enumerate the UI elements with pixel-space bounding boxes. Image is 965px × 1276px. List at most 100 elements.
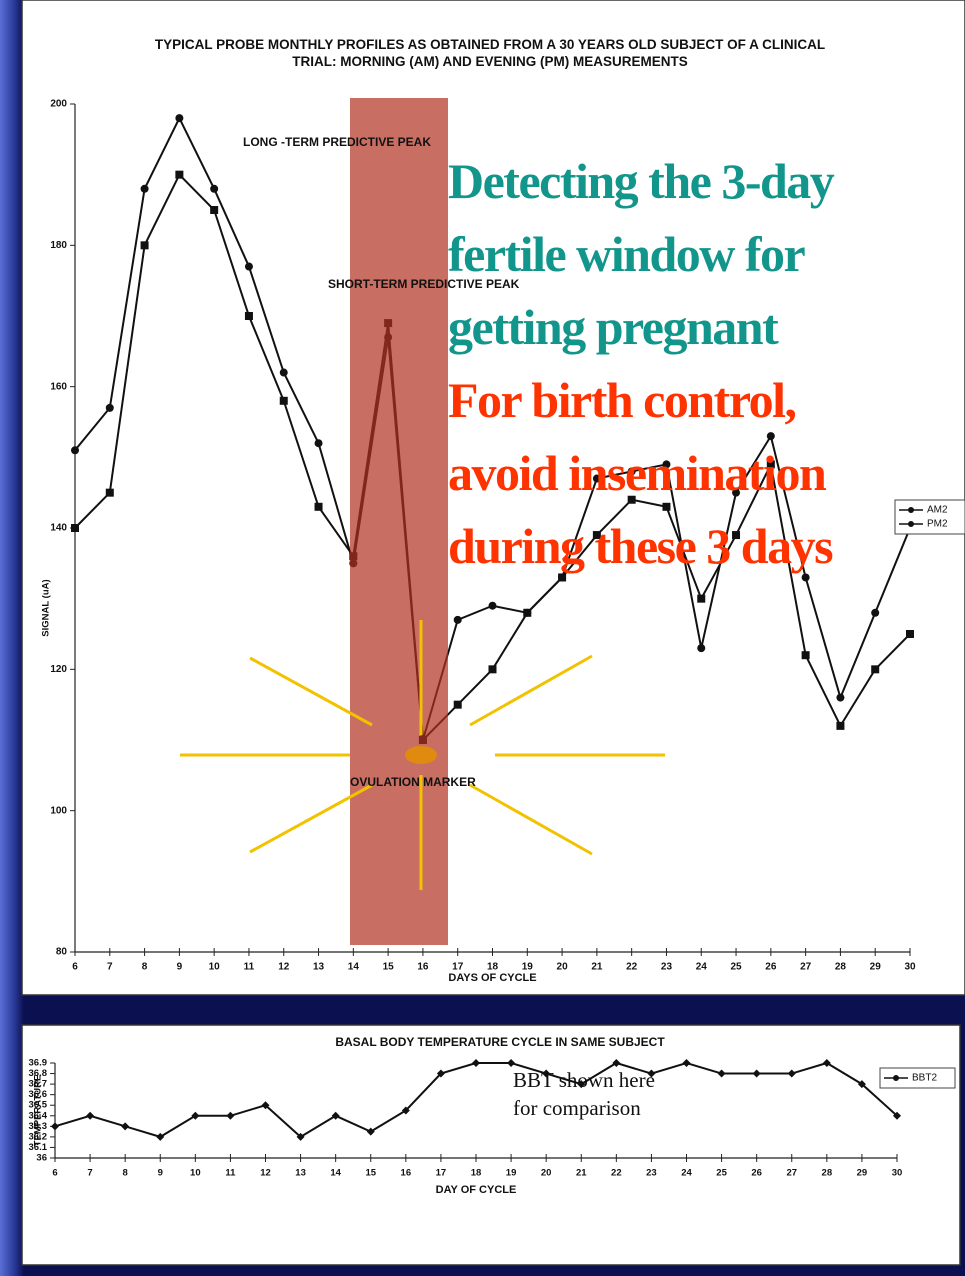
marker (766, 460, 775, 469)
callout-line: For birth control, (448, 372, 797, 428)
x-tick-label: 15 (383, 962, 395, 973)
marker (697, 594, 706, 603)
y-tick-label: 160 (50, 381, 67, 392)
legend-marker (908, 521, 914, 527)
marker (175, 114, 184, 123)
marker (105, 488, 114, 497)
callout-line: during these 3 days (448, 518, 834, 574)
y-tick-label: 36.3 (29, 1121, 48, 1132)
y-tick-label: 200 (50, 99, 67, 110)
marker (662, 460, 671, 469)
marker (105, 403, 114, 412)
x-tick-label: 12 (278, 962, 290, 973)
x-tick-label: 20 (557, 962, 569, 973)
x-tick-label: 7 (87, 1168, 92, 1179)
annotation: SHORT-TERM PREDICTIVE PEAK (328, 277, 520, 291)
x-tick-label: 16 (417, 962, 429, 973)
y-tick-label: 36 (36, 1153, 47, 1164)
marker (453, 615, 462, 624)
chart-title: BASAL BODY TEMPERATURE CYCLE IN SAME SUB… (335, 1035, 665, 1049)
ray (469, 654, 593, 727)
marker (86, 1111, 95, 1120)
marker (314, 439, 323, 448)
legend-label: PM2 (927, 519, 948, 530)
marker (244, 262, 253, 271)
marker (331, 1111, 340, 1120)
ovulation-burst (180, 620, 665, 890)
marker (51, 1122, 59, 1131)
x-tick-label: 13 (295, 1168, 306, 1179)
marker (906, 630, 914, 638)
marker (261, 1101, 270, 1110)
callout-line: getting pregnant (448, 299, 779, 355)
x-tick-label: 28 (822, 1168, 833, 1179)
y-tick-label: 120 (50, 664, 67, 675)
marker (732, 488, 741, 497)
x-tick-label: 25 (730, 962, 742, 973)
top-panel (21, 0, 965, 996)
x-tick-label: 17 (452, 962, 464, 973)
y-tick-label: 100 (50, 805, 67, 816)
marker (752, 1069, 761, 1078)
marker (279, 396, 288, 405)
x-tick-label: 8 (142, 962, 148, 973)
marker (893, 1111, 901, 1120)
x-tick-label: 21 (576, 1168, 587, 1179)
marker (592, 531, 601, 540)
marker (140, 241, 149, 250)
marker (488, 601, 497, 610)
x-tick-label: 24 (681, 1168, 692, 1179)
annotation: LONG -TERM PREDICTIVE PEAK (243, 135, 431, 149)
marker (156, 1132, 165, 1141)
y-tick-label: 140 (50, 523, 67, 534)
marker (836, 721, 845, 730)
marker (523, 608, 532, 617)
legend-box (894, 499, 965, 535)
marker (175, 170, 184, 179)
ovulation-spot (405, 746, 437, 764)
marker (717, 1069, 726, 1078)
y-tick-label: 36.6 (29, 1089, 48, 1100)
marker (627, 467, 636, 476)
marker (612, 1059, 621, 1067)
marker (488, 665, 497, 674)
marker (210, 206, 219, 214)
marker (279, 368, 288, 377)
x-tick-label: 27 (800, 962, 812, 973)
x-tick-label: 30 (904, 962, 916, 973)
x-tick-label: 29 (857, 1168, 868, 1179)
x-axis-label: DAYS OF CYCLE (448, 972, 536, 984)
marker (296, 1132, 305, 1141)
marker (366, 1127, 375, 1136)
x-tick-label: 23 (661, 962, 673, 973)
x-tick-label: 19 (506, 1168, 517, 1179)
marker (647, 1069, 656, 1078)
marker (871, 608, 880, 617)
x-axis-label: DAY OF CYCLE (436, 1184, 517, 1196)
marker (210, 184, 219, 193)
x-tick-label: 16 (401, 1168, 412, 1179)
marker (507, 1059, 516, 1067)
y-tick-label: 36.5 (29, 1100, 48, 1111)
ray (249, 656, 373, 727)
y-tick-label: 36.1 (29, 1142, 48, 1153)
x-tick-label: 11 (244, 962, 255, 973)
legend-marker (908, 507, 914, 513)
x-tick-label: 18 (471, 1168, 482, 1179)
marker (822, 1059, 831, 1067)
marker (401, 1106, 410, 1115)
marker (732, 531, 741, 540)
x-tick-label: 20 (541, 1168, 552, 1179)
x-tick-label: 15 (365, 1168, 376, 1179)
marker (592, 474, 601, 483)
x-tick-label: 14 (348, 962, 360, 973)
marker (314, 502, 323, 511)
marker (627, 495, 636, 504)
x-tick-label: 9 (177, 962, 183, 973)
x-tick-label: 19 (522, 962, 534, 973)
ray (469, 783, 593, 856)
x-tick-label: 21 (591, 962, 603, 973)
y-tick-label: 36.4 (29, 1110, 48, 1121)
